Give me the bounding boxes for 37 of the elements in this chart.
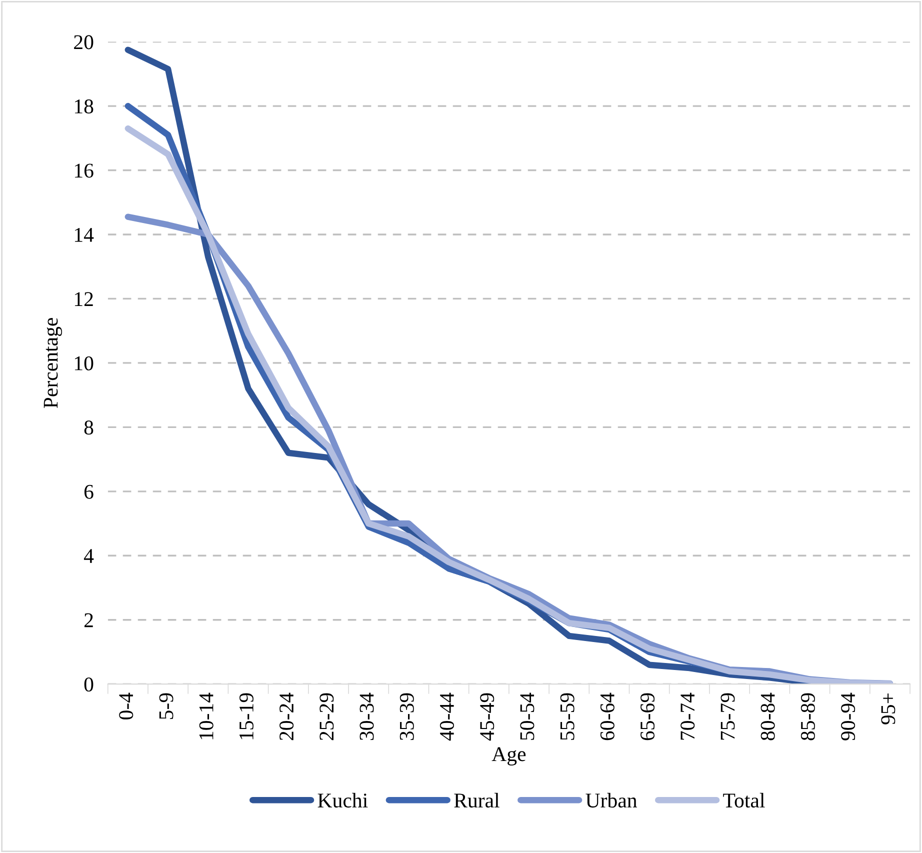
x-tick-label: 95+ [881, 693, 896, 724]
x-tick-label: 45-49 [480, 693, 494, 741]
legend-label: Kuchi [318, 792, 368, 808]
legend-label: Rural [454, 792, 500, 808]
x-tick-label: 30-34 [360, 692, 374, 740]
y-tick-label: 12 [74, 292, 93, 306]
x-tick-label: 15-19 [239, 693, 254, 740]
legend-label: Urban [586, 792, 638, 808]
x-tick-label: 60-64 [600, 692, 614, 740]
x-tick-label: 25-29 [320, 693, 334, 740]
x-tick-label: 5-9 [159, 693, 174, 719]
x-tick-label: 35-39 [400, 693, 414, 740]
y-tick-label: 6 [84, 484, 94, 499]
x-tick-label: 40-44 [440, 692, 454, 741]
y-tick-label: 10 [74, 356, 94, 370]
x-tick-label: 70-74 [680, 692, 695, 740]
x-tick-label: 20-24 [280, 692, 294, 740]
x-tick-label: 10-14 [199, 692, 214, 740]
x-tick-label: 80-84 [760, 692, 775, 740]
x-tick-label: 75-79 [720, 693, 735, 740]
y-tick-label: 2 [84, 613, 93, 628]
y-tick-label: 16 [74, 164, 94, 178]
y-tick-label: 14 [74, 228, 94, 242]
x-tick-label: 65-69 [640, 693, 655, 740]
y-tick-label: 18 [74, 99, 94, 114]
y-tick-label: 8 [84, 420, 94, 435]
x-tick-label: 50-54 [520, 692, 534, 740]
legend-label: Total [723, 792, 765, 808]
x-axis-title: Age [492, 747, 526, 766]
x-tick-label: 85-89 [800, 693, 815, 740]
x-tick-label: 90-94 [841, 692, 856, 740]
x-tick-label: 0-4 [119, 692, 134, 720]
y-tick-label: 20 [74, 35, 94, 50]
y-tick-label: 4 [84, 549, 94, 563]
x-tick-label: 55-59 [560, 693, 574, 740]
y-axis-title: Percentage [44, 318, 62, 408]
y-tick-label: 0 [84, 677, 94, 692]
